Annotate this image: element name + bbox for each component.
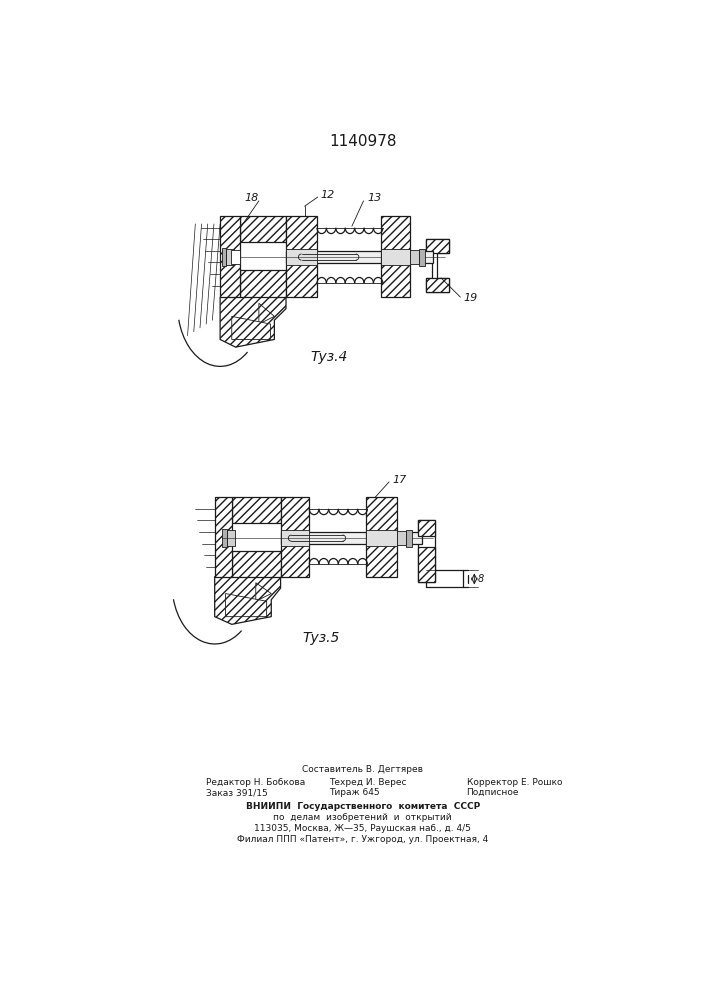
Polygon shape (223, 529, 227, 547)
Polygon shape (426, 278, 449, 292)
Polygon shape (232, 497, 281, 523)
Polygon shape (418, 547, 435, 582)
Polygon shape (426, 239, 449, 292)
Text: 19: 19 (464, 293, 478, 303)
Text: 12: 12 (320, 190, 334, 200)
Polygon shape (286, 216, 317, 297)
Text: 13: 13 (368, 193, 382, 203)
Polygon shape (366, 497, 397, 577)
Polygon shape (256, 583, 271, 601)
Polygon shape (220, 297, 286, 347)
Polygon shape (281, 532, 421, 544)
Text: 17: 17 (392, 475, 407, 485)
Polygon shape (232, 316, 271, 339)
Polygon shape (226, 249, 234, 265)
Text: 113035, Москва, Ж—35, Раушская наб., д. 4/5: 113035, Москва, Ж—35, Раушская наб., д. … (255, 824, 471, 833)
Polygon shape (215, 497, 232, 577)
Text: 1140978: 1140978 (329, 134, 397, 149)
Polygon shape (418, 520, 435, 536)
Polygon shape (222, 248, 226, 266)
Polygon shape (220, 216, 240, 297)
Text: Τуз.4: Τуз.4 (310, 350, 347, 364)
Polygon shape (406, 530, 411, 547)
Text: Составитель В. Дегтярев: Составитель В. Дегтярев (302, 765, 423, 774)
Polygon shape (397, 531, 406, 545)
Polygon shape (281, 497, 309, 577)
Polygon shape (215, 577, 281, 624)
Polygon shape (232, 551, 281, 577)
Text: Подписное: Подписное (467, 788, 519, 797)
Text: 18: 18 (244, 193, 258, 203)
Polygon shape (259, 303, 274, 324)
Polygon shape (286, 251, 433, 263)
Text: по  делам  изобретений  и  открытий: по делам изобретений и открытий (274, 813, 452, 822)
Text: Τуз.5: Τуз.5 (302, 631, 339, 645)
Text: Техред И. Верес: Техред И. Верес (329, 778, 406, 787)
Polygon shape (381, 216, 410, 297)
Text: ВНИИПИ  Государственного  комитета  СССР: ВНИИПИ Государственного комитета СССР (245, 802, 480, 811)
Polygon shape (426, 239, 449, 253)
Polygon shape (366, 530, 397, 546)
Polygon shape (227, 530, 235, 546)
Text: Редактор Н. Бобкова: Редактор Н. Бобкова (206, 778, 305, 787)
Polygon shape (381, 249, 410, 265)
Polygon shape (240, 270, 286, 297)
Text: Филиал ППП «Патент», г. Ужгород, ул. Проектная, 4: Филиал ППП «Патент», г. Ужгород, ул. Про… (237, 835, 489, 844)
Polygon shape (281, 530, 309, 546)
Polygon shape (286, 249, 317, 265)
Text: Корректор Е. Рошко: Корректор Е. Рошко (467, 778, 562, 787)
Polygon shape (231, 250, 240, 264)
Polygon shape (418, 520, 435, 582)
Text: Тираж 645: Тираж 645 (329, 788, 379, 797)
Text: 8: 8 (477, 574, 484, 584)
Polygon shape (419, 249, 425, 266)
Polygon shape (410, 250, 419, 264)
Polygon shape (240, 216, 286, 242)
Text: Заказ 391/15: Заказ 391/15 (206, 788, 268, 797)
Polygon shape (226, 594, 267, 617)
